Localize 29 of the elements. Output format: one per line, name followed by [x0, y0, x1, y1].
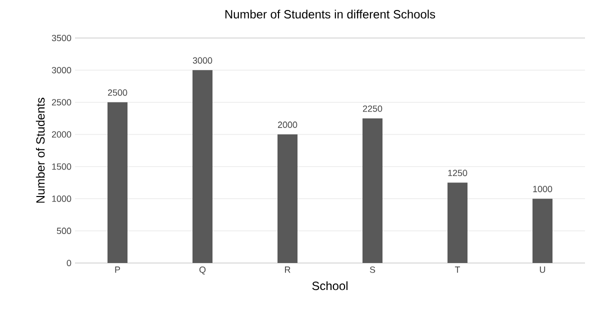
bar	[362, 118, 383, 263]
x-tick-label: S	[370, 266, 376, 273]
y-tick-label: 2500	[52, 99, 72, 106]
x-tick-label: R	[285, 266, 290, 273]
data-label: 1000	[533, 186, 552, 192]
y-tick-label: 500	[56, 228, 72, 234]
data-label: 1250	[448, 170, 468, 176]
data-label: 2000	[278, 122, 298, 128]
bar	[532, 198, 553, 263]
y-tick-label: 1000	[52, 196, 72, 202]
y-tick-label: 0	[66, 260, 72, 266]
x-tick-label: P	[115, 266, 120, 273]
data-label: 3000	[192, 57, 212, 64]
bar	[278, 134, 298, 263]
bar	[108, 102, 128, 263]
data-label: 2500	[108, 89, 128, 96]
y-tick-label: 2000	[52, 131, 72, 138]
y-tick-label: 3000	[52, 66, 72, 74]
x-tick-label: T	[454, 266, 460, 273]
chart-title: Number of Students in different Schools	[225, 10, 436, 18]
x-axis-title: School	[312, 281, 348, 290]
x-tick-label: Q	[199, 266, 206, 274]
y-axis-title: Number of Students	[36, 98, 45, 203]
bar	[448, 182, 468, 263]
y-tick-label: 1500	[52, 163, 72, 170]
x-tick-label: U	[540, 266, 546, 273]
data-label: 2250	[362, 105, 382, 112]
y-tick-label: 3500	[52, 34, 72, 42]
bar	[192, 70, 212, 263]
